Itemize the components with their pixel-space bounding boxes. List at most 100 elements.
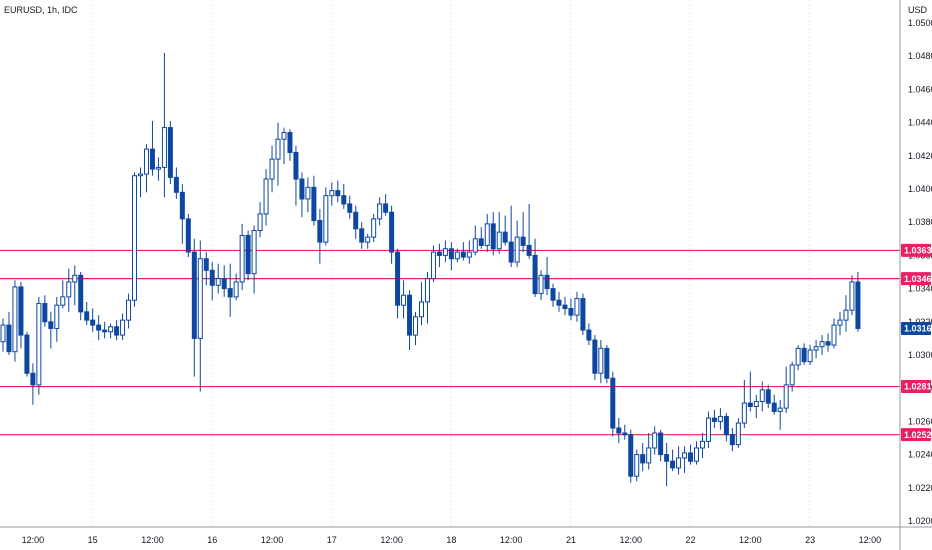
candle [813, 340, 819, 359]
candle [849, 275, 855, 316]
candle [705, 411, 711, 448]
time-tick-label: 12:00 [261, 535, 284, 545]
candle-body-down [622, 432, 628, 436]
candle-body-down [6, 324, 12, 353]
candle-body-up [849, 281, 855, 311]
candle-body-up [717, 415, 723, 422]
candle-body-down [616, 427, 622, 434]
candle [580, 293, 586, 336]
candle [616, 418, 622, 443]
candle [418, 281, 424, 326]
candle [586, 323, 592, 346]
candle [239, 223, 245, 291]
candle-body-down [311, 186, 317, 222]
candle-body-down [341, 195, 347, 205]
candle [78, 272, 84, 321]
candle-body-up [424, 278, 430, 303]
level-price-tag: 1.0281 [901, 380, 932, 394]
price-tick-label: 1.0460 [908, 84, 932, 94]
candle-body-up [215, 278, 221, 286]
price-tick-label: 1.0260 [908, 416, 932, 426]
candle [24, 331, 30, 377]
candle [610, 371, 616, 437]
candle-body-down [544, 274, 550, 290]
candle-body-up [819, 341, 825, 348]
candle-body-down [502, 231, 508, 243]
candle-body-down [191, 251, 197, 339]
candle-body-down [245, 234, 251, 275]
candle [771, 394, 777, 415]
candle [12, 280, 18, 362]
level-price-tag-bg [901, 272, 931, 286]
candle [329, 182, 335, 206]
candle-body-up [197, 258, 203, 339]
candle-body-up [281, 132, 287, 140]
candle [699, 433, 705, 458]
price-tick-label: 1.0400 [908, 184, 932, 194]
candle [801, 343, 807, 365]
candle [149, 120, 155, 176]
candle-body-down [84, 311, 90, 321]
candle-body-down [383, 203, 389, 213]
candle [0, 318, 6, 352]
candles [0, 52, 861, 487]
time-tick-label: 16 [207, 535, 217, 545]
candle-body-down [96, 324, 102, 331]
candle [622, 424, 628, 440]
candle-body-down [508, 241, 514, 263]
candle [221, 265, 227, 297]
candle [167, 120, 173, 185]
time-axis[interactable]: 12:00 15 12:00 16 12:00 17 12:00 18 12:00 21 12:00… [22, 535, 882, 545]
candle [526, 203, 532, 259]
candle [556, 291, 562, 312]
candle-body-down [287, 132, 293, 153]
candle-body-down [723, 415, 729, 436]
candle-body-up [329, 190, 335, 197]
candle [664, 442, 670, 487]
candle [54, 296, 60, 342]
symbol-title: EURUSD, 1h, IDC [4, 5, 78, 15]
time-tick-label: 12:00 [380, 535, 403, 545]
level-price-tag: 1.0252 [901, 428, 932, 442]
candle-body-down [562, 304, 568, 310]
candle-body-down [389, 211, 395, 253]
candle [711, 409, 717, 429]
candle [311, 175, 317, 226]
candle [831, 318, 837, 349]
price-tick-label: 1.0380 [908, 217, 932, 227]
candle [353, 205, 359, 239]
candle [66, 268, 72, 312]
candle-body-down [478, 238, 484, 246]
candle-body-up [454, 251, 460, 260]
last-price-tag-bg [901, 321, 931, 335]
level-price-tag-bg [901, 380, 931, 394]
candle [36, 296, 42, 395]
candle [48, 311, 54, 349]
candle-body-down [855, 281, 861, 329]
candle-body-down [604, 347, 610, 379]
candle [532, 238, 538, 297]
candle [430, 245, 436, 282]
candle-body-up [783, 384, 789, 409]
candle-body-up [126, 299, 132, 321]
time-tick-label: 21 [566, 535, 576, 545]
candle [496, 212, 502, 254]
candle-body-up [753, 400, 759, 407]
candle-body-up [36, 303, 42, 386]
candle [30, 363, 36, 405]
candle [191, 238, 197, 377]
candle [347, 195, 353, 219]
candle-body-down [221, 278, 227, 290]
candle [502, 215, 508, 246]
candle-body-up [108, 326, 114, 333]
price-axis[interactable]: 1.0500 1.0480 1.0460 1.0440 1.0420 1.0400 1.03… [908, 18, 932, 526]
candle [407, 290, 413, 351]
level-price-tag-bg [901, 243, 931, 257]
candle [604, 345, 610, 384]
candle [574, 291, 580, 322]
candle-body-up [54, 304, 60, 329]
candle-body-up [759, 389, 765, 402]
candle-body-down [610, 377, 616, 429]
time-tick-label: 23 [805, 535, 815, 545]
